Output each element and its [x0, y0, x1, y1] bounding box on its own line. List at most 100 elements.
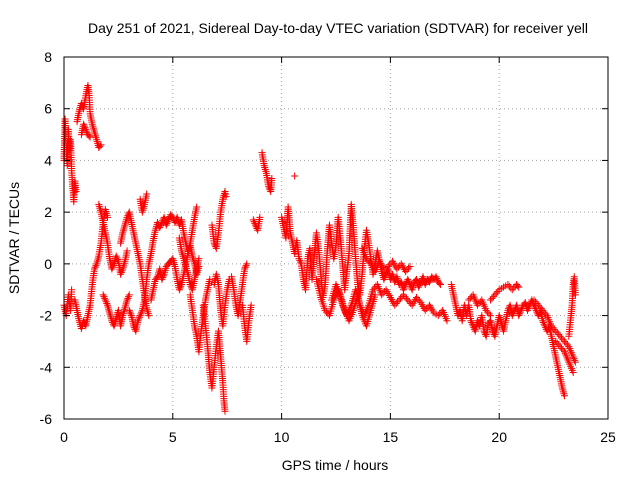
data-point	[94, 254, 102, 262]
data-point	[403, 266, 411, 274]
data-point	[92, 134, 100, 142]
data-point	[90, 126, 98, 134]
data-point	[127, 310, 135, 318]
x-axis-title: GPS time / hours	[282, 457, 389, 473]
data-point	[542, 310, 550, 318]
data-point	[465, 296, 473, 304]
data-point	[436, 310, 444, 318]
data-point	[222, 193, 230, 201]
data-point	[514, 282, 522, 290]
data-point	[371, 291, 379, 299]
data-point	[101, 296, 109, 304]
data-point	[125, 306, 133, 314]
data-point	[539, 318, 547, 326]
data-point	[120, 223, 128, 231]
data-point	[80, 122, 88, 130]
data-point	[415, 283, 423, 291]
data-point	[262, 167, 270, 175]
data-point	[381, 272, 389, 280]
data-point	[241, 263, 249, 271]
data-point	[556, 343, 564, 351]
data-point	[555, 341, 563, 349]
data-point	[467, 317, 475, 325]
data-point	[119, 310, 127, 318]
axis-tick-labels: 0 5 10 15 20 25 -6 -4 -2 0 2 4 6 8	[40, 49, 616, 445]
data-point	[508, 286, 516, 294]
data-point	[138, 308, 146, 316]
data-point	[159, 272, 167, 280]
data-point	[559, 336, 567, 344]
data-point	[558, 334, 566, 342]
data-point	[156, 224, 164, 232]
data-point	[179, 253, 187, 261]
data-point	[125, 293, 133, 301]
data-point	[484, 308, 492, 316]
data-point	[415, 297, 423, 305]
data-point	[362, 255, 370, 263]
data-point	[555, 331, 563, 339]
data-point	[295, 255, 303, 263]
data-point	[433, 275, 441, 283]
data-point	[95, 200, 103, 208]
data-point	[108, 265, 116, 273]
x-tick-label: 10	[274, 429, 290, 445]
data-point	[176, 284, 184, 292]
data-point	[80, 120, 88, 128]
data-point	[221, 407, 229, 415]
data-point	[405, 279, 413, 287]
data-point	[123, 296, 131, 304]
data-point	[559, 388, 567, 396]
data-point	[468, 320, 476, 328]
data-point	[152, 274, 160, 282]
data-point	[92, 132, 100, 140]
data-point	[117, 268, 125, 276]
data-point	[537, 305, 545, 313]
data-points	[60, 81, 579, 415]
data-point	[488, 294, 496, 302]
data-point	[158, 275, 166, 283]
data-point	[92, 262, 100, 270]
data-point	[380, 275, 388, 283]
data-point	[562, 339, 570, 347]
data-point	[473, 301, 481, 309]
data-point	[144, 308, 152, 316]
y-tick-label: 0	[44, 256, 52, 272]
data-point	[190, 258, 198, 266]
data-point	[434, 312, 442, 320]
data-point	[530, 296, 538, 304]
data-point	[482, 306, 490, 314]
data-point	[100, 293, 108, 301]
data-point	[523, 306, 531, 314]
data-point	[486, 296, 494, 304]
data-point	[89, 122, 97, 130]
y-tick-label: -6	[40, 411, 53, 427]
data-point	[242, 262, 250, 270]
data-point	[220, 189, 228, 197]
data-point	[569, 368, 577, 376]
data-point	[193, 203, 201, 211]
grid-lines	[64, 57, 608, 419]
data-point	[122, 300, 130, 308]
data-point	[393, 265, 401, 273]
data-point	[492, 289, 500, 297]
data-point	[434, 276, 442, 284]
data-point	[394, 298, 402, 306]
data-point	[159, 274, 167, 282]
data-point	[323, 308, 331, 316]
data-point	[510, 284, 518, 292]
data-point	[291, 172, 299, 180]
data-point	[137, 310, 145, 318]
data-point	[91, 130, 99, 138]
data-point	[121, 221, 129, 229]
data-point	[90, 265, 98, 273]
data-point	[399, 291, 407, 299]
data-point	[72, 187, 80, 195]
data-point	[97, 141, 105, 149]
data-point	[560, 337, 568, 345]
data-point	[120, 225, 128, 233]
x-tick-label: 15	[383, 429, 399, 445]
data-point	[524, 305, 532, 313]
y-tick-label: 4	[44, 152, 52, 168]
data-point	[164, 218, 172, 226]
